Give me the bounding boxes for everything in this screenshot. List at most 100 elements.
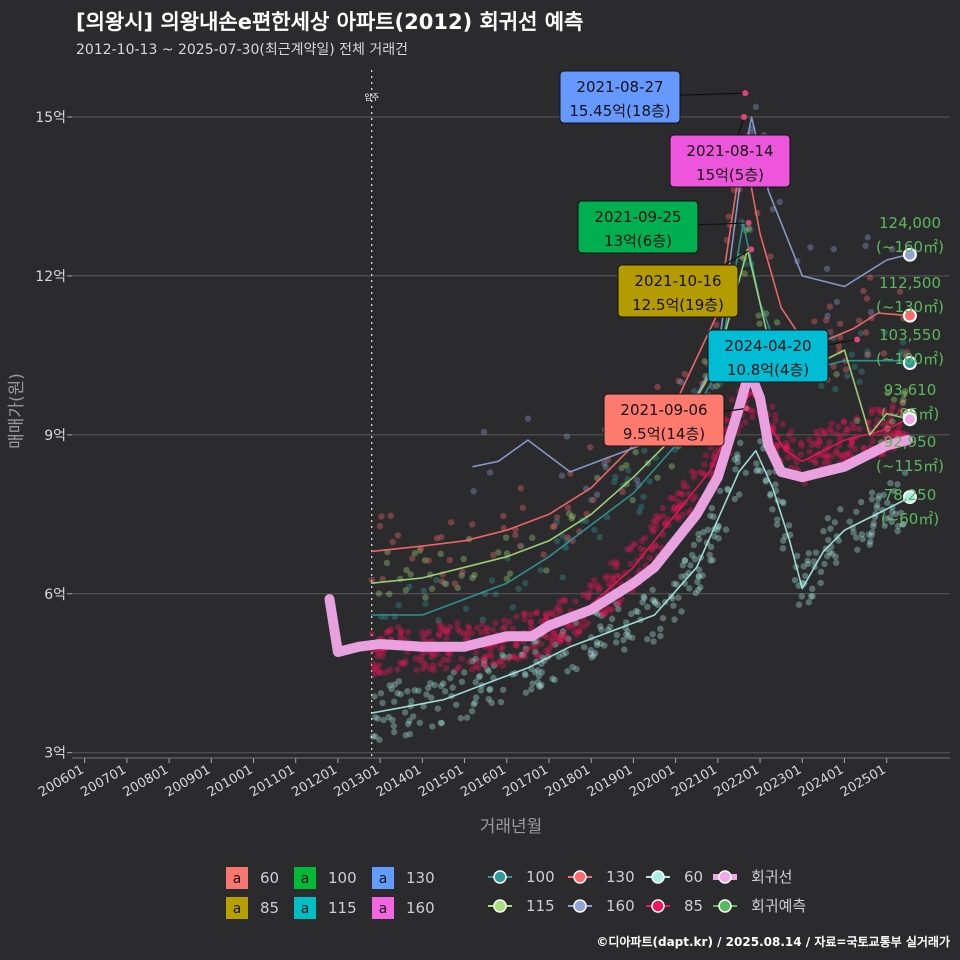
scatter-point [888, 518, 895, 526]
scatter-point [499, 625, 506, 632]
scatter-point [817, 579, 824, 587]
scatter-point [528, 624, 535, 632]
scatter-point [555, 603, 562, 611]
scatter-point [654, 383, 661, 391]
scatter-point [424, 684, 432, 692]
scatter-point [725, 213, 732, 220]
scatter-point [591, 526, 598, 534]
scatter-point [593, 641, 601, 649]
scatter-point [889, 418, 896, 425]
scatter-point [538, 669, 546, 676]
scatter-point [453, 701, 460, 708]
scatter-point [440, 628, 447, 635]
scatter-point [375, 590, 383, 597]
scatter-point [396, 659, 404, 666]
scatter-point [675, 516, 682, 523]
y-tick-label: 3억 [44, 746, 66, 762]
scatter-point [593, 639, 601, 646]
scatter-point [809, 585, 816, 593]
legend-line-label: 회귀선 [751, 868, 792, 886]
scatter-point [438, 719, 445, 727]
scatter-point [649, 596, 657, 604]
scatter-point [386, 666, 394, 674]
scatter-point [451, 580, 459, 587]
scatter-point [811, 457, 818, 465]
forecast-size-label: (~160㎡) [876, 238, 944, 256]
scatter-point [419, 665, 427, 672]
scatter-point [832, 559, 840, 566]
scatter-point [479, 621, 486, 628]
scatter-point [556, 638, 564, 646]
scatter-point [622, 569, 629, 577]
scatter-point [595, 586, 602, 593]
scatter-point [571, 629, 579, 636]
scatter-point [657, 632, 664, 640]
scatter-point [532, 648, 539, 656]
scatter-point [518, 651, 525, 659]
scatter-point [434, 705, 442, 712]
scatter-point [475, 657, 483, 665]
scatter-point [442, 627, 450, 635]
scatter-point [677, 490, 685, 497]
legend-area-swatch [372, 897, 394, 919]
scatter-point [846, 449, 853, 456]
scatter-point [785, 432, 793, 439]
scatter-point [500, 653, 508, 661]
scatter-point [510, 653, 517, 661]
scatter-point [843, 425, 851, 433]
scatter-point [537, 566, 544, 574]
forecast-value-label: 93,610 [884, 381, 937, 399]
scatter-point [584, 620, 592, 627]
scatter-point [833, 449, 840, 457]
scatter-point [556, 598, 564, 605]
scatter-point [657, 625, 664, 633]
scatter-point [602, 610, 609, 617]
scatter-point [416, 719, 424, 727]
scatter-point [780, 499, 787, 507]
scatter-point [651, 598, 659, 605]
scatter-point [499, 662, 507, 669]
scatter-point [701, 461, 708, 468]
legend-line-label: 회귀예측 [751, 897, 806, 915]
scatter-point [533, 609, 540, 617]
scatter-point [477, 687, 485, 694]
scatter-point [625, 633, 632, 640]
scatter-point [586, 581, 594, 589]
scatter-point [802, 572, 809, 580]
scatter-point [668, 463, 676, 470]
callout-point [743, 405, 750, 412]
scatter-point [513, 640, 520, 647]
scatter-point [832, 386, 839, 393]
scatter-point [445, 656, 452, 664]
scatter-point [828, 420, 835, 427]
forecast-size-label: (~130㎡) [876, 298, 944, 316]
scatter-point [890, 396, 898, 403]
scatter-point [900, 339, 907, 346]
scatter-point [590, 652, 597, 659]
scatter-point [805, 550, 813, 557]
callout-point [854, 336, 861, 343]
scatter-point [501, 623, 509, 631]
scatter-point [652, 521, 660, 529]
scatter-point [598, 612, 605, 619]
scatter-point [860, 444, 868, 452]
scatter-point [488, 699, 495, 707]
scatter-point [848, 438, 856, 445]
scatter-point [486, 469, 494, 476]
scatter-point [612, 563, 619, 571]
scatter-point [695, 573, 703, 580]
callout-box [577, 200, 699, 254]
scatter-point [469, 574, 476, 582]
scatter-point [868, 409, 875, 417]
scatter-point [542, 610, 550, 618]
scatter-point [673, 581, 680, 588]
scatter-point [695, 586, 702, 594]
scatter-point [701, 358, 708, 365]
scatter-point [615, 601, 622, 608]
scatter-point [707, 512, 714, 519]
scatter-point [675, 498, 682, 505]
scatter-point [812, 440, 819, 447]
scatter-point [787, 428, 795, 435]
scatter-point [397, 690, 404, 698]
